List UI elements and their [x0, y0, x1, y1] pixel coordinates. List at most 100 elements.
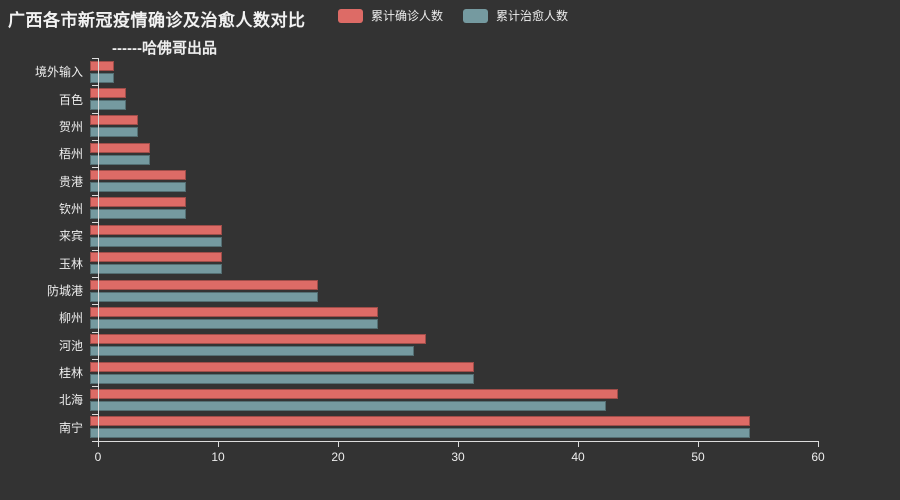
x-axis-tick-label: 60: [811, 450, 825, 464]
plot-area: 境外输入 百色 贺州 梧州 贵港 钦州 来宾 玉林 防城港 柳州 河池 桂林 北海 南宁 0 10 20 30 4…: [8, 58, 825, 464]
y-axis-tick: [92, 276, 98, 278]
bar-cured[interactable]: [90, 291, 318, 302]
bar-group: [90, 386, 810, 413]
x-axis-tick: [578, 442, 579, 447]
y-axis-tick: [92, 112, 98, 114]
y-axis-label: 境外输入: [34, 65, 83, 80]
y-axis-tick: [92, 58, 98, 59]
bar-cured[interactable]: [90, 318, 378, 329]
bar-group: [90, 250, 810, 277]
y-axis-tick: [92, 331, 98, 333]
category-row: 柳州: [8, 304, 810, 331]
x-axis-tick-label: 50: [691, 450, 705, 464]
y-axis-label: 防城港: [46, 284, 83, 299]
x-axis-tick-label: 30: [451, 450, 465, 464]
legend-label-confirmed: 累计确诊人数: [371, 9, 444, 23]
bar-confirmed[interactable]: [90, 416, 750, 427]
y-axis-tick: [92, 140, 98, 142]
y-axis-label: 贵港: [58, 174, 83, 189]
bar-cured[interactable]: [90, 373, 474, 384]
y-axis-tick: [92, 194, 98, 196]
y-axis-label: 桂林: [58, 366, 83, 381]
plot-rows: 境外输入 百色 贺州 梧州 贵港 钦州 来宾 玉林 防城港 柳州 河池 桂林 北海 南宁: [8, 58, 810, 441]
bar-confirmed[interactable]: [90, 88, 126, 99]
bar-group: [90, 304, 810, 331]
y-axis-tick: [92, 413, 98, 415]
y-axis-label: 玉林: [58, 256, 83, 271]
category-row: 河池: [8, 332, 810, 359]
bar-cured[interactable]: [90, 209, 186, 220]
y-axis-line: [98, 58, 99, 441]
x-axis-tick-label: 40: [571, 450, 585, 464]
category-row: 桂林: [8, 359, 810, 386]
bar-cured[interactable]: [90, 400, 606, 411]
y-axis-label: 来宾: [58, 229, 83, 244]
bar-group: [90, 140, 810, 167]
x-axis-tick: [338, 442, 339, 447]
category-row: 贵港: [8, 167, 810, 194]
category-row: 来宾: [8, 222, 810, 249]
bar-cured[interactable]: [90, 428, 750, 439]
bar-confirmed[interactable]: [90, 224, 222, 235]
y-axis-label: 钦州: [58, 201, 83, 216]
category-row: 境外输入: [8, 58, 810, 85]
legend-item-confirmed[interactable]: 累计确诊人数: [338, 7, 443, 24]
y-axis-label: 贺州: [58, 119, 83, 134]
bar-confirmed[interactable]: [90, 115, 138, 126]
y-axis-tick: [92, 222, 98, 224]
x-axis-tick-label: 20: [331, 450, 345, 464]
legend-label-cured: 累计治愈人数: [496, 9, 569, 23]
y-axis-tick: [92, 304, 98, 306]
y-axis-label: 南宁: [58, 420, 83, 435]
x-axis-tick-label: 10: [211, 450, 225, 464]
category-row: 玉林: [8, 250, 810, 277]
bar-cured[interactable]: [90, 100, 126, 111]
bar-confirmed[interactable]: [90, 388, 618, 399]
chart-title: 广西各市新冠疫情确诊及治愈人数对比: [8, 11, 306, 30]
bar-cured[interactable]: [90, 72, 114, 83]
legend-swatch-confirmed: [338, 8, 363, 23]
y-axis-label: 河池: [58, 338, 83, 353]
y-axis-tick: [92, 441, 98, 442]
y-axis-label: 百色: [58, 92, 83, 107]
bar-group: [90, 85, 810, 112]
bar-cured[interactable]: [90, 346, 414, 357]
bar-cured[interactable]: [90, 236, 222, 247]
bar-confirmed[interactable]: [90, 306, 378, 317]
bar-cured[interactable]: [90, 127, 138, 138]
bar-group: [90, 414, 810, 441]
bar-confirmed[interactable]: [90, 279, 318, 290]
bar-confirmed[interactable]: [90, 252, 222, 263]
bar-group: [90, 277, 810, 304]
bar-confirmed[interactable]: [90, 142, 150, 153]
category-row: 防城港: [8, 277, 810, 304]
bar-group: [90, 167, 810, 194]
y-axis-tick: [92, 358, 98, 360]
y-axis-tick: [92, 249, 98, 251]
bar-confirmed[interactable]: [90, 170, 186, 181]
category-row: 南宁: [8, 414, 810, 441]
bar-cured[interactable]: [90, 264, 222, 275]
bar-confirmed[interactable]: [90, 197, 186, 208]
bar-confirmed[interactable]: [90, 334, 426, 345]
x-axis-tick-label: 0: [94, 450, 102, 464]
chart-subtitle: ------哈佛哥出品: [112, 40, 217, 57]
bar-group: [90, 222, 810, 249]
bar-group: [90, 359, 810, 386]
bar-confirmed[interactable]: [90, 361, 474, 372]
x-axis-tick: [98, 442, 99, 447]
x-axis-line: [98, 441, 819, 442]
y-axis-tick: [92, 167, 98, 169]
legend-item-cured[interactable]: 累计治愈人数: [463, 7, 568, 24]
bar-cured[interactable]: [90, 154, 150, 165]
x-axis-tick: [458, 442, 459, 447]
category-row: 百色: [8, 85, 810, 112]
bar-group: [90, 332, 810, 359]
category-row: 梧州: [8, 140, 810, 167]
legend-swatch-cured: [463, 8, 489, 23]
legend: 累计确诊人数 累计治愈人数: [338, 7, 568, 24]
bar-confirmed[interactable]: [90, 60, 114, 71]
bar-cured[interactable]: [90, 182, 186, 193]
y-axis-tick: [92, 386, 98, 388]
